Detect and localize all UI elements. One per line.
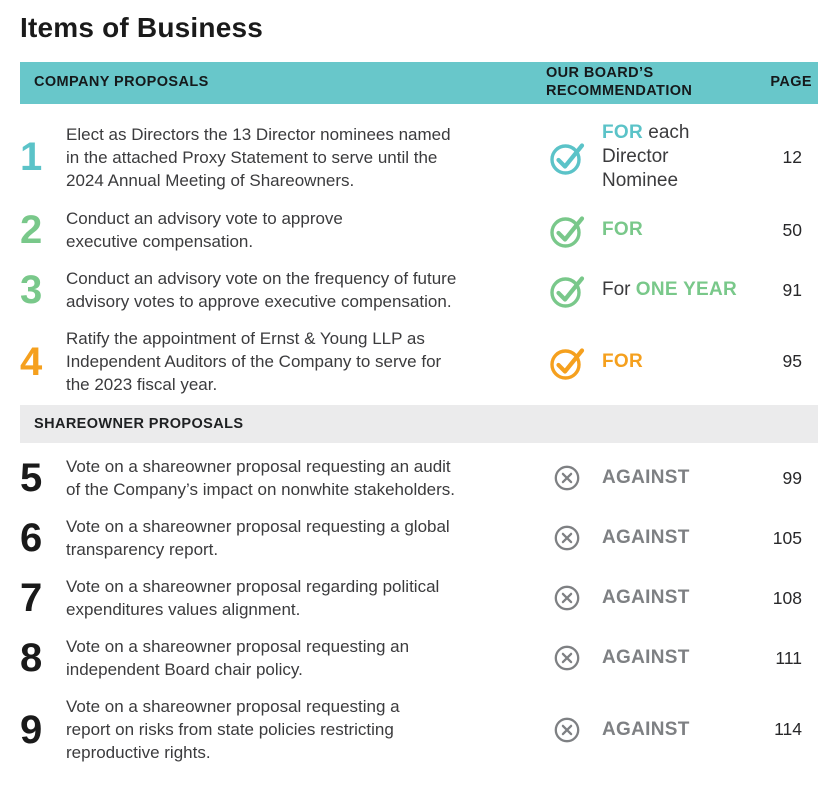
recommendation-text: AGAINST <box>602 586 754 610</box>
proposal-number: 6 <box>20 516 43 560</box>
x-circle-icon <box>546 583 602 613</box>
page-number: 12 <box>782 146 802 167</box>
header-board-recommendation: OUR BOARD’S RECOMMENDATION <box>546 65 693 99</box>
proposal-number: 2 <box>20 208 43 252</box>
page-number: 108 <box>772 587 802 608</box>
check-circle-icon <box>546 342 602 382</box>
proposal-number: 4 <box>20 339 43 384</box>
proposal-number: 1 <box>20 135 43 179</box>
recommendation-segment: AGAINST <box>602 467 690 488</box>
company-proposals-section: 1 Elect as Directors the 13 Director nomi… <box>20 104 818 403</box>
page-number: 99 <box>782 467 802 488</box>
shareowner-proposals-header: SHAREOWNER PROPOSALS <box>20 405 818 443</box>
table-header: COMPANY PROPOSALS OUR BOARD’S RECOMMENDA… <box>20 62 818 104</box>
proposal-text: Vote on a shareowner proposal requesting… <box>66 697 400 762</box>
page-number: 105 <box>772 527 802 548</box>
proposal-row: 9 Vote on a shareowner proposal requestin… <box>20 688 818 771</box>
recommendation-segment: For <box>602 279 636 300</box>
recommendation-segment: FOR <box>602 350 644 372</box>
recommendation-segment: ONE YEAR <box>635 279 738 300</box>
proposal-text: Vote on a shareowner proposal requesting… <box>66 517 450 559</box>
proposal-number: 8 <box>20 636 43 680</box>
proposal-text: Vote on a shareowner proposal regarding … <box>66 577 440 619</box>
proposal-number: 3 <box>20 268 43 312</box>
proposal-text: Conduct an advisory vote to approve exec… <box>66 209 343 251</box>
proposal-row: 8 Vote on a shareowner proposal requestin… <box>20 628 818 688</box>
proposal-text: Ratify the appointment of Ernst & Young … <box>66 329 442 394</box>
recommendation-text: For ONE YEAR <box>602 278 754 302</box>
recommendation-segment: AGAINST <box>602 527 690 548</box>
page-number: 50 <box>782 219 802 240</box>
recommendation-segment: each Director Nominee <box>602 122 690 191</box>
proposal-text: Vote on a shareowner proposal requesting… <box>66 637 410 679</box>
header-company-proposals: COMPANY PROPOSALS <box>34 74 209 91</box>
section-label: SHAREOWNER PROPOSALS <box>34 416 244 432</box>
x-circle-icon <box>546 643 602 673</box>
recommendation-text: AGAINST <box>602 646 754 670</box>
recommendation-text: AGAINST <box>602 466 754 490</box>
proposal-text: Conduct an advisory vote on the frequenc… <box>66 269 457 311</box>
recommendation-text: FOR <box>602 350 754 374</box>
x-circle-icon <box>546 715 602 745</box>
recommendation-text: FOR each Director Nominee <box>602 121 754 193</box>
recommendation-text: FOR <box>602 218 754 242</box>
x-circle-icon <box>546 523 602 553</box>
x-circle-icon <box>546 463 602 493</box>
recommendation-text: AGAINST <box>602 718 754 742</box>
proposal-row: 5 Vote on a shareowner proposal requestin… <box>20 448 818 508</box>
page-number: 91 <box>782 279 802 300</box>
proposal-number: 7 <box>20 576 43 620</box>
recommendation-segment: FOR <box>602 219 644 240</box>
shareowner-proposals-section: 5 Vote on a shareowner proposal requestin… <box>20 448 818 771</box>
proposal-text: Vote on a shareowner proposal requesting… <box>66 457 456 499</box>
proposal-row: 4 Ratify the appointment of Ernst & Young… <box>20 320 818 403</box>
page-number: 114 <box>774 719 802 739</box>
recommendation-segment: AGAINST <box>602 647 690 668</box>
check-circle-icon <box>546 210 602 250</box>
header-page: PAGE <box>770 74 812 91</box>
proposal-row: 7 Vote on a shareowner proposal regarding… <box>20 568 818 628</box>
proposal-row: 6 Vote on a shareowner proposal requestin… <box>20 508 818 568</box>
proposal-number: 9 <box>20 707 43 752</box>
recommendation-segment: FOR <box>602 122 644 143</box>
proposal-text: Elect as Directors the 13 Director nomin… <box>66 124 451 190</box>
proposal-row: 3 Conduct an advisory vote on the frequen… <box>20 260 818 320</box>
page-title: Items of Business <box>20 12 264 43</box>
proposal-number: 5 <box>20 456 43 500</box>
proposal-row: 1 Elect as Directors the 13 Director nomi… <box>20 114 818 200</box>
proposal-row: 2 Conduct an advisory vote to approve exe… <box>20 200 818 260</box>
recommendation-segment: AGAINST <box>602 587 690 608</box>
recommendation-segment: AGAINST <box>602 718 690 740</box>
page-number: 111 <box>775 647 802 668</box>
check-circle-icon <box>546 137 602 177</box>
recommendation-text: AGAINST <box>602 526 754 550</box>
check-circle-icon <box>546 270 602 310</box>
page-number: 95 <box>782 351 802 371</box>
